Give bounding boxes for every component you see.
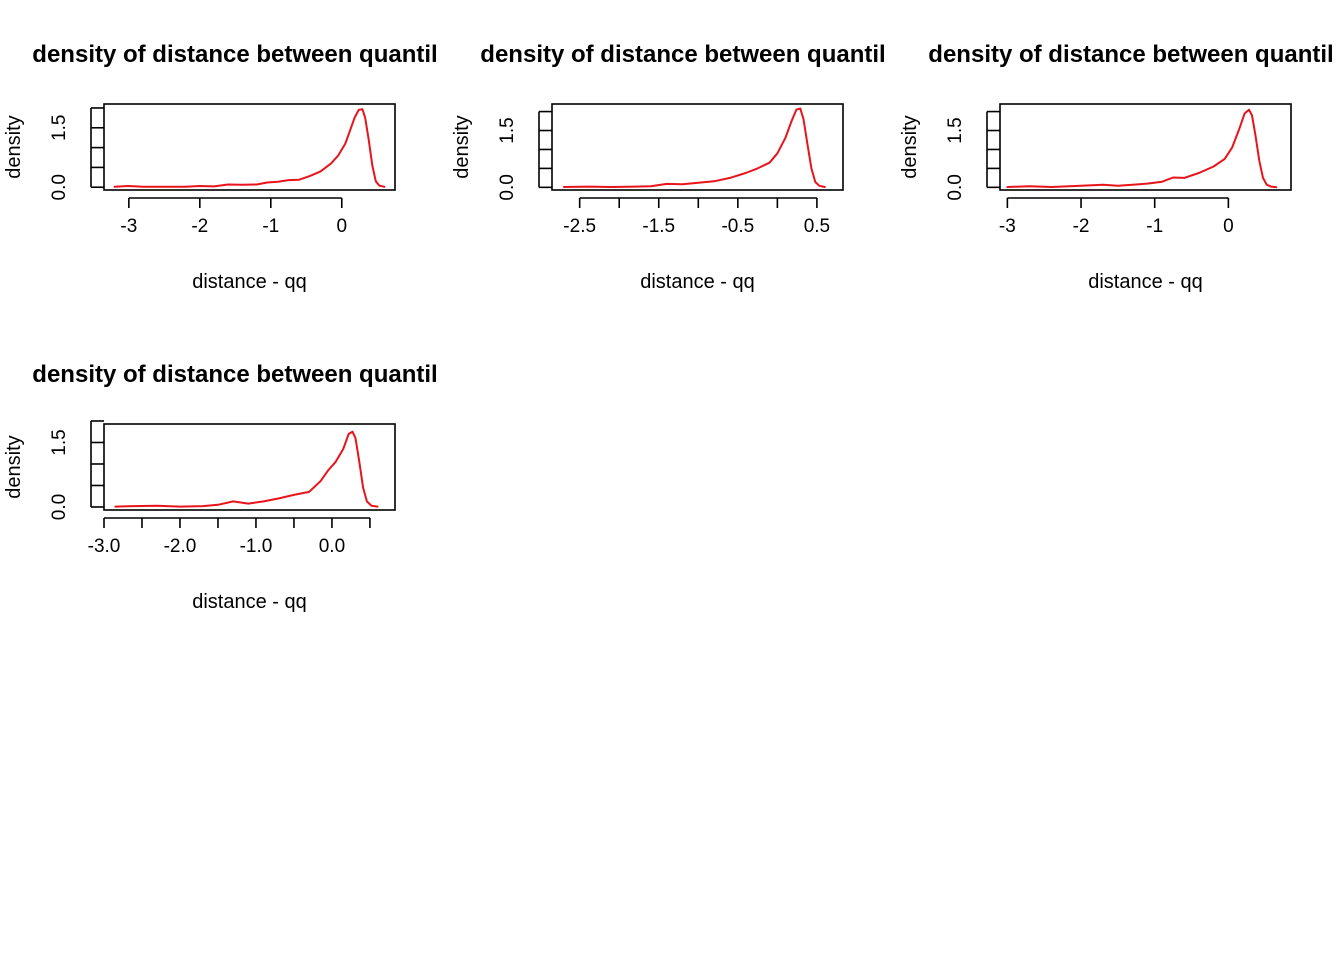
x-tick-label: 0 (336, 216, 347, 237)
x-tick-label: -1 (262, 216, 279, 237)
chart-title: density of distance between quantil (32, 361, 437, 388)
x-tick-label: 0.0 (319, 536, 345, 557)
chart-panel-1: density of distance between quantil -3 -2 -… (3, 41, 438, 293)
density-curve (113, 108, 386, 188)
x-tick-label: -2 (191, 216, 208, 237)
x-axis-label: distance - qq (640, 271, 755, 293)
y-tick-label: 1.5 (945, 117, 966, 143)
density-curve (1006, 108, 1278, 189)
density-curve (562, 107, 826, 188)
y-axis-label: density (3, 435, 25, 498)
x-tick-label: -3.0 (88, 536, 121, 557)
x-tick-label: -2 (1073, 216, 1090, 237)
x-tick-label: -1.0 (240, 536, 273, 557)
x-axis-label: distance - qq (192, 271, 307, 293)
plot-frame (103, 423, 396, 511)
y-tick-label: 1.5 (497, 117, 518, 143)
x-tick-label: 0.5 (804, 216, 830, 237)
y-axis-label: density (899, 115, 921, 178)
x-axis-label: distance - qq (1088, 271, 1203, 293)
x-axis-label: distance - qq (192, 591, 307, 613)
y-tick-label: 1.5 (49, 429, 70, 455)
y-tick-label: 1.5 (49, 115, 70, 141)
chart-title: density of distance between quantil (928, 41, 1333, 68)
x-tick-label: -2.0 (164, 536, 197, 557)
y-tick-label: 0.0 (49, 494, 70, 520)
y-axis-label: density (3, 115, 25, 178)
x-tick-label: -1 (1146, 216, 1163, 237)
plot-frame (999, 103, 1292, 191)
x-tick-label: -1.5 (642, 216, 675, 237)
chart-panel-2: density of distance between quantil -2.5 -… (451, 41, 886, 293)
y-axis-label: density (451, 115, 473, 178)
chart-title: density of distance between quantil (480, 41, 885, 68)
x-tick-label: -2.5 (563, 216, 596, 237)
plot-frame (551, 103, 844, 191)
chart-panel-4: density of distance between quantil -3.0 -… (3, 361, 438, 613)
x-tick-label: 0 (1223, 216, 1234, 237)
plot-frame (103, 103, 396, 191)
x-tick-label: -3 (999, 216, 1016, 237)
x-tick-label: -0.5 (721, 216, 754, 237)
chart-panel-3: density of distance between quantil -3 -2 -… (899, 41, 1334, 293)
x-tick-label: -3 (120, 216, 137, 237)
chart-title: density of distance between quantil (32, 41, 437, 68)
y-tick-label: 0.0 (945, 174, 966, 200)
density-curve (114, 430, 379, 508)
y-tick-label: 0.0 (497, 174, 518, 200)
y-tick-label: 0.0 (49, 174, 70, 200)
